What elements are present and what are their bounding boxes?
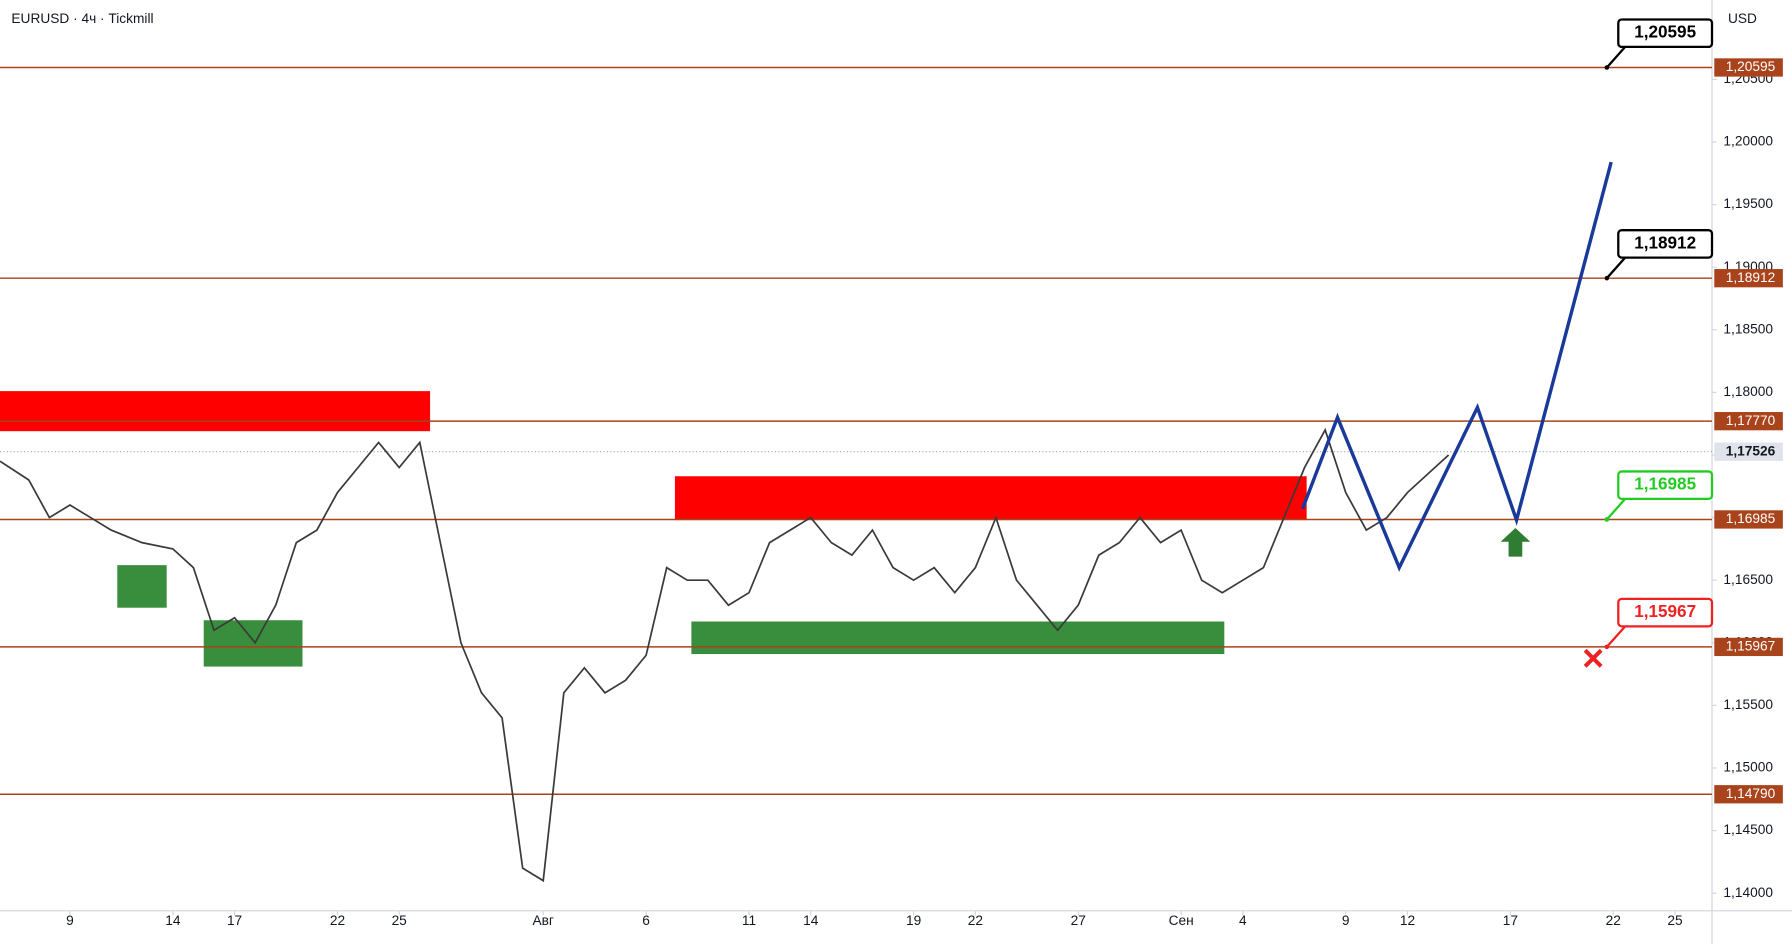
- stop-cross: [1583, 648, 1603, 668]
- x-tick-label: 4: [1239, 913, 1247, 928]
- y-tick-label: 1,18500: [1723, 321, 1773, 336]
- callout-box: [1617, 597, 1714, 628]
- x-tick-label: Сен: [1169, 913, 1194, 928]
- zone: [117, 565, 167, 608]
- callout-label: 1,16985: [1634, 474, 1696, 494]
- buy-arrow: [1500, 528, 1531, 557]
- chart-title: EURUSD · 4ч · Tickmill: [11, 11, 153, 26]
- callout-box: [1617, 470, 1714, 501]
- x-tick-label: 6: [642, 913, 650, 928]
- x-tick-label: 22: [1606, 913, 1621, 928]
- level-tag: [1714, 510, 1783, 529]
- y-tick-label: 1,16500: [1723, 572, 1773, 587]
- y-tick-label: 1,18000: [1723, 384, 1773, 399]
- callout-pointer: [1606, 498, 1626, 521]
- level-tag: [1714, 269, 1783, 288]
- x-tick-label: 22: [968, 913, 983, 928]
- y-tick-label: 1,14000: [1723, 885, 1773, 900]
- x-tick-label: 25: [1667, 913, 1683, 928]
- level-tag: [1714, 785, 1783, 804]
- level-tag: [1714, 412, 1783, 431]
- y-tick-label: 1,20000: [1723, 134, 1773, 149]
- x-tick-label: 19: [906, 913, 921, 928]
- level-label: 1,16985: [1726, 511, 1776, 526]
- level-label: 1,15967: [1726, 639, 1776, 654]
- currency: USD: [1728, 11, 1757, 26]
- x-tick-label: 14: [165, 913, 181, 928]
- y-tick-label: 1,14500: [1723, 822, 1773, 837]
- level-tag: [1714, 637, 1783, 657]
- callout-pointer: [1606, 625, 1626, 648]
- x-tick-label: 12: [1400, 913, 1415, 928]
- zone: [674, 476, 1307, 521]
- y-tick-label: 1,15000: [1723, 760, 1773, 775]
- last-price-label: 1,17526: [1726, 443, 1776, 458]
- x-tick-label: 25: [392, 913, 408, 928]
- y-tick-label: 1,19500: [1723, 196, 1773, 211]
- x-tick-label: 17: [1503, 913, 1518, 928]
- level-label: 1,17770: [1726, 413, 1776, 428]
- y-tick-label: 1,15500: [1723, 697, 1773, 712]
- x-tick-label: 11: [742, 913, 756, 928]
- projection-path: [1300, 161, 1613, 572]
- zone: [0, 391, 431, 432]
- callout-box: [1617, 229, 1714, 259]
- callout-label: 1,15967: [1634, 601, 1696, 621]
- last-price-tag: [1714, 442, 1783, 461]
- callout-pointer: [1606, 46, 1626, 69]
- price-line: [0, 427, 1450, 883]
- level-label: 1,18912: [1726, 270, 1776, 285]
- callout-pointer: [1606, 256, 1626, 279]
- level-tag: [1714, 58, 1783, 77]
- x-tick-label: 22: [330, 913, 345, 928]
- callout-label: 1,18912: [1634, 232, 1696, 252]
- callout-box: [1617, 18, 1714, 49]
- callout-label: 1,20595: [1634, 22, 1696, 42]
- zone: [203, 620, 303, 667]
- level-label: 1,20595: [1726, 59, 1776, 74]
- x-tick-label: 9: [1342, 913, 1350, 928]
- x-tick-label: 14: [803, 913, 819, 928]
- x-tick-label: Авг: [533, 913, 554, 928]
- x-tick-label: 27: [1071, 913, 1086, 928]
- x-tick-label: 17: [227, 913, 242, 928]
- level-label: 1,14790: [1726, 786, 1776, 801]
- x-tick-label: 9: [66, 913, 74, 928]
- zone: [691, 621, 1225, 655]
